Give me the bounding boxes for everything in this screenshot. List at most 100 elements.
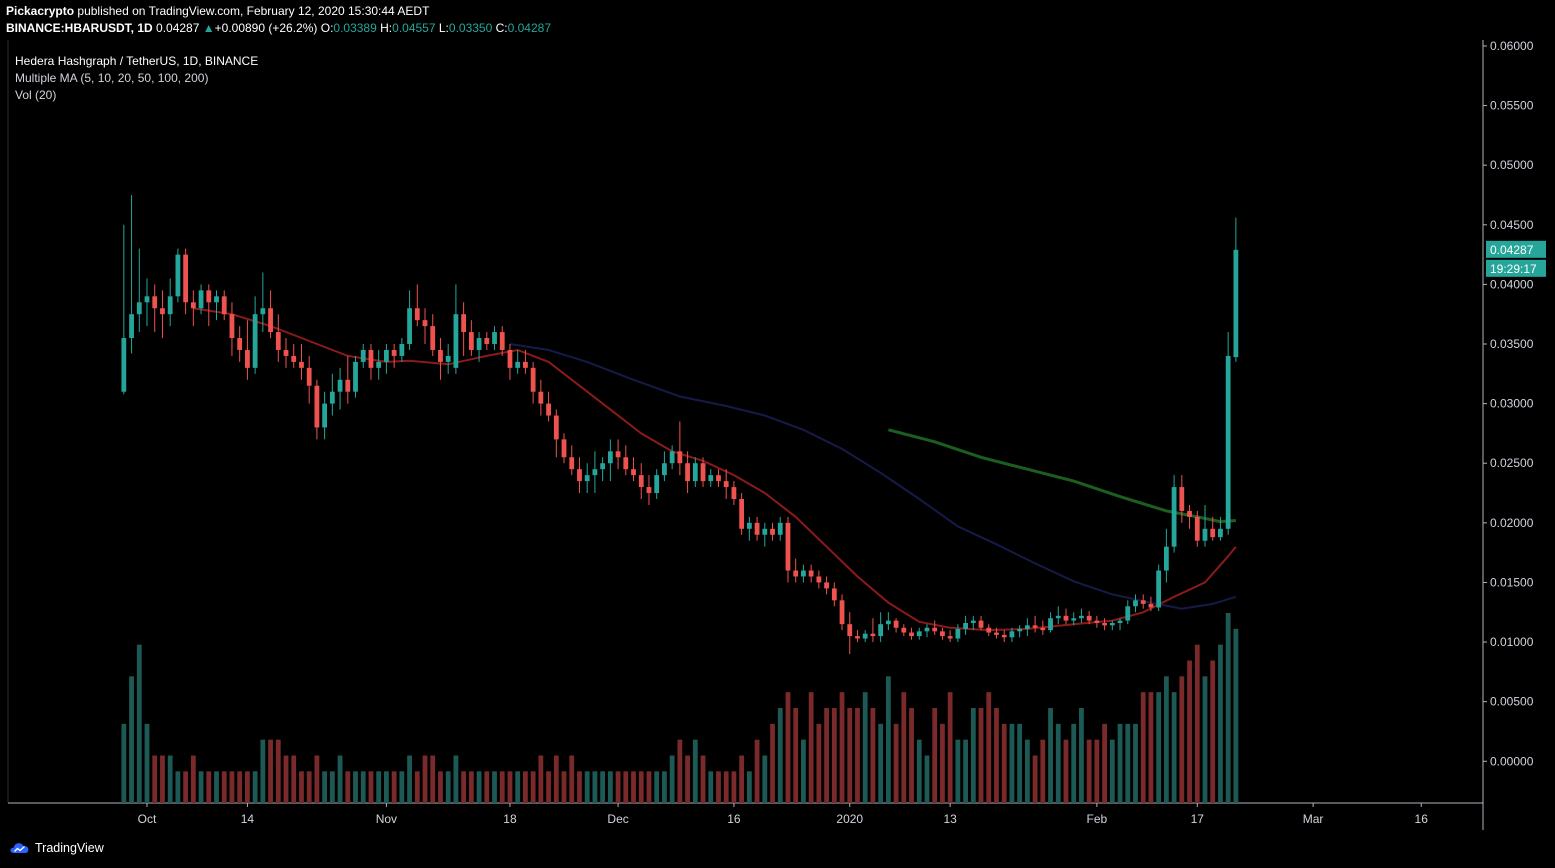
- volume-bar: [1218, 644, 1223, 803]
- time-axis[interactable]: Oct 14 Nov 18 Dec 16 2020 13 Feb 17 Mar 16: [138, 803, 1429, 826]
- candle-body: [716, 475, 721, 482]
- chart-legend: Hedera Hashgraph / TetherUS, 1D, BINANCE…: [15, 53, 258, 104]
- volume-bar: [646, 771, 652, 803]
- volume-bar: [546, 771, 551, 803]
- legend-volume[interactable]: Vol (20): [15, 88, 57, 102]
- legend-symbol[interactable]: Hedera Hashgraph / TetherUS, 1D, BINANCE: [15, 54, 259, 68]
- price-tick-label: 0.04500: [1490, 218, 1534, 232]
- volume-bar: [978, 708, 984, 803]
- volume-bar: [476, 771, 482, 803]
- candle-body: [245, 349, 250, 368]
- candle-body: [1171, 487, 1177, 547]
- volume-bar: [314, 755, 320, 803]
- candle-body: [283, 349, 289, 356]
- price-tag-value: 0.04287: [1490, 243, 1534, 257]
- candle-body: [1179, 487, 1185, 511]
- candle-body: [600, 463, 606, 470]
- volume-bar: [1233, 628, 1239, 803]
- tradingview-brand[interactable]: TradingView: [10, 841, 104, 855]
- countdown-tag-bg: [1486, 259, 1546, 277]
- volume-bar: [746, 771, 752, 803]
- price-tick-label: 0.01500: [1490, 575, 1534, 589]
- candle-body: [685, 463, 690, 482]
- candle-body: [422, 320, 428, 327]
- time-tick-label: 16: [727, 812, 741, 826]
- candle-body: [376, 361, 382, 368]
- price-tick-label: 0.02000: [1490, 516, 1534, 530]
- candle-body: [607, 451, 613, 464]
- ma-line-ma50: [509, 343, 1237, 610]
- candle-body: [909, 632, 914, 637]
- volume-bar: [631, 771, 636, 803]
- candle-body: [206, 290, 212, 303]
- volume-bar: [167, 755, 173, 803]
- volume-bar: [275, 739, 281, 803]
- volume-bar: [360, 771, 366, 803]
- candle-body: [746, 522, 752, 529]
- volume-bar: [252, 771, 258, 803]
- volume-bar: [237, 771, 243, 803]
- volume-bar: [994, 708, 999, 803]
- volume-bar: [615, 771, 621, 803]
- candle-body: [615, 451, 621, 458]
- candle-body: [1094, 620, 1100, 623]
- volume-bar: [523, 771, 528, 803]
- volume-bar: [1202, 676, 1208, 803]
- price-tick-label: 0.00500: [1490, 695, 1534, 709]
- candle-body: [1086, 615, 1092, 621]
- volume-bar: [955, 739, 961, 803]
- time-tick-label: Mar: [1303, 812, 1324, 826]
- volume-bar: [901, 692, 907, 803]
- legend-ma[interactable]: Multiple MA (5, 10, 20, 50, 100, 200): [15, 71, 209, 85]
- volume-bar: [1094, 739, 1100, 803]
- candle-body: [523, 361, 528, 368]
- volume-bar: [723, 771, 729, 803]
- price-tick-label: 0.03500: [1490, 337, 1534, 351]
- volume-bar: [1187, 660, 1192, 803]
- candle-body: [275, 332, 281, 350]
- volume-bar: [669, 755, 675, 803]
- volume-bar: [245, 771, 250, 803]
- candle-body: [360, 349, 366, 362]
- candle-body: [870, 633, 876, 637]
- volume-bar: [1063, 739, 1069, 803]
- author-name[interactable]: Pickacrypto: [6, 4, 75, 18]
- volume-bar: [577, 771, 582, 803]
- volume-bar: [592, 771, 598, 803]
- candle-body: [546, 403, 551, 416]
- change-value: +0.00890 (+26.2%): [214, 21, 318, 35]
- time-tick-label: 14: [241, 812, 255, 826]
- candle-body: [816, 576, 822, 583]
- volume-bar: [391, 771, 397, 803]
- candle-body: [453, 314, 459, 368]
- moving-averages: [193, 307, 1237, 632]
- volume-bar: [847, 708, 853, 803]
- candle-body: [530, 367, 536, 392]
- volume-bar: [299, 771, 304, 803]
- candle-body: [391, 349, 397, 356]
- candle-body: [198, 290, 204, 309]
- candle-body: [878, 624, 884, 637]
- candle-body: [947, 636, 953, 639]
- candle-body: [1055, 615, 1061, 619]
- volume-bar: [221, 771, 227, 803]
- candle-body: [731, 487, 737, 499]
- volume-bar: [777, 708, 783, 803]
- candle-body: [754, 522, 760, 535]
- volume-bar: [1032, 755, 1038, 803]
- price-axis[interactable]: 0.06000 0.05500 0.05000 0.04500 0.04000 0.035…: [1483, 39, 1534, 768]
- volume-bar: [700, 755, 706, 803]
- volume-bar: [1156, 692, 1162, 803]
- candle-body: [260, 308, 266, 315]
- candle-body: [299, 361, 304, 368]
- candle-body: [855, 636, 860, 639]
- candle-body: [252, 314, 258, 368]
- volume-bar: [754, 739, 760, 803]
- price-tick-label: 0.05500: [1490, 99, 1534, 113]
- volume-bar: [268, 739, 273, 803]
- volume-bar: [515, 771, 521, 803]
- price-tag-bg: [1486, 240, 1546, 258]
- volume-bar: [584, 771, 590, 803]
- candle-body: [1032, 625, 1038, 628]
